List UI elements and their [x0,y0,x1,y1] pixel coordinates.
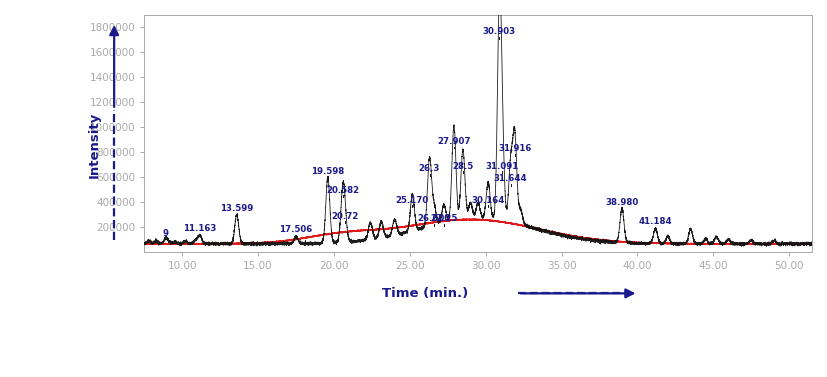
Text: 19.598: 19.598 [311,167,344,176]
Text: 27.25: 27.25 [430,214,457,223]
Text: 30.903: 30.903 [483,27,516,36]
Text: Time (min.): Time (min.) [381,287,468,300]
Text: Intensity: Intensity [88,112,101,178]
Text: 25.170: 25.170 [396,196,429,205]
Text: 26.600: 26.600 [418,214,451,223]
Text: 9: 9 [162,228,169,238]
Text: 31.644: 31.644 [494,174,528,183]
Text: 20.582: 20.582 [326,185,359,195]
Text: 38.980: 38.980 [605,198,638,207]
Text: 26.3: 26.3 [418,164,440,173]
Text: 13.599: 13.599 [220,204,253,213]
Text: 11.163: 11.163 [183,224,217,233]
Text: 27.907: 27.907 [437,137,471,146]
Text: 28.5: 28.5 [452,162,474,171]
Text: 20.72: 20.72 [331,212,359,221]
Text: 31.091: 31.091 [485,162,519,171]
Text: 31.916: 31.916 [498,144,532,153]
Text: 17.506: 17.506 [280,225,313,234]
Text: 30.164: 30.164 [471,196,504,205]
Text: 41.184: 41.184 [638,218,672,226]
